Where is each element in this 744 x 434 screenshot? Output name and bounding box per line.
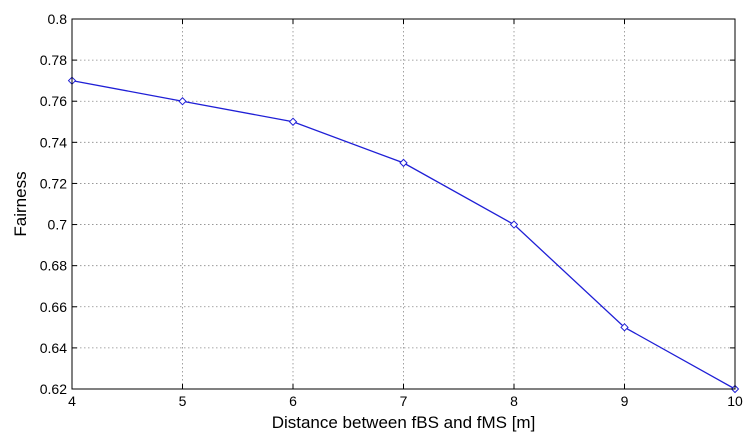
data-point [178, 97, 187, 106]
series-line [71, 80, 736, 390]
data-point [620, 323, 629, 332]
y-tick-label: 0.72 [40, 175, 67, 191]
y-axis-label: Fairness [11, 171, 30, 236]
x-tick-label: 7 [400, 393, 408, 409]
grid [72, 19, 735, 389]
series-layer [67, 76, 740, 394]
ticks [71, 18, 736, 390]
data-point [509, 220, 519, 229]
y-tick-label: 0.76 [40, 93, 67, 109]
y-tick-label: 0.62 [40, 381, 67, 397]
y-tick-label: 0.68 [40, 258, 67, 274]
y-tick-label: 0.7 [48, 217, 68, 233]
x-tick-label: 4 [68, 393, 76, 409]
y-tick-label: 0.74 [40, 134, 67, 150]
x-tick-label: 10 [727, 393, 743, 409]
data-point [399, 158, 408, 168]
x-tick-label: 6 [289, 393, 297, 409]
x-axis-label: Distance between fBS and fMS [m] [272, 413, 536, 432]
y-tick-label: 0.8 [48, 11, 68, 27]
data-point [288, 117, 298, 126]
x-tick-label: 8 [510, 393, 518, 409]
y-tick-label: 0.64 [40, 340, 67, 356]
tick-labels: 4 5 6 7 8 9 10 0.62 0.64 0.66 0.68 0.7 0.72 0.74 0.76 0… [40, 11, 743, 409]
y-tick-label: 0.78 [40, 52, 67, 68]
x-tick-label: 5 [179, 393, 187, 409]
y-tick-label: 0.66 [40, 299, 67, 315]
x-tick-label: 9 [621, 393, 629, 409]
